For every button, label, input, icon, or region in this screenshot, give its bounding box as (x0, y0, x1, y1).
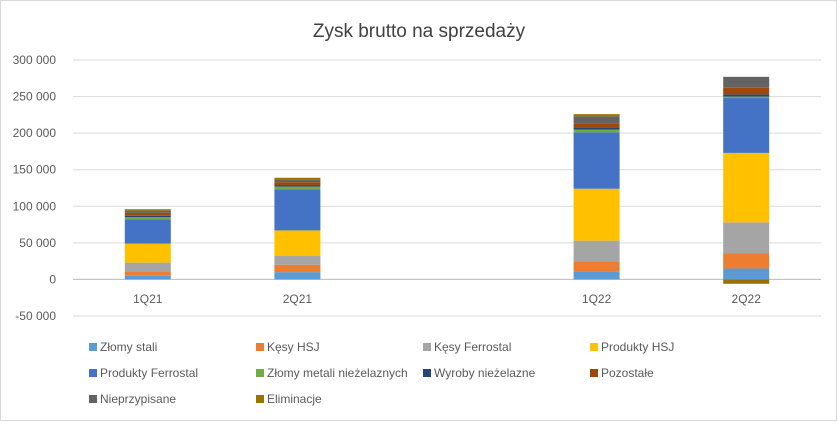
legend-label: Eliminacje (267, 392, 322, 406)
legend-label: Wyroby nieżelazne (434, 366, 536, 380)
bar-segment (573, 271, 620, 280)
legend-label: Kęsy Ferrostal (434, 340, 511, 354)
bar-segment (723, 253, 770, 269)
chart-title: Zysk brutto na sprzedaży (313, 21, 526, 42)
legend-item: Złomy metali nieżelaznych (256, 366, 408, 380)
bar-segment (124, 210, 171, 213)
legend-item: Produkty HSJ (590, 340, 674, 354)
bar-segment (274, 272, 321, 280)
bar-segment (274, 189, 321, 231)
bar-segment (274, 182, 321, 186)
bar-segment (723, 94, 770, 97)
legend-swatch (256, 343, 264, 351)
legend-swatch (256, 395, 264, 403)
legend-label: Złomy stali (100, 340, 157, 354)
bar-segment (124, 212, 171, 216)
legend-label: Produkty HSJ (601, 340, 674, 354)
bar-segment (124, 209, 171, 211)
y-tick-label: 150 000 (13, 163, 57, 177)
bar-segment (573, 127, 620, 130)
y-tick-label: 200 000 (13, 126, 57, 140)
x-tick-label: 1Q22 (582, 292, 612, 306)
legend-swatch (256, 369, 264, 377)
legend: Złomy stali Kęsy HSJ Kęsy Ferrostal Produkt… (89, 340, 674, 406)
y-tick-label: -50 000 (15, 309, 56, 323)
y-tick-label: 300 000 (13, 53, 57, 67)
y-axis: -50 000 0 50 000 100 000 150 000 200 000 250 0… (13, 53, 57, 323)
legend-label: Pozostałe (601, 366, 654, 380)
legend-swatch (590, 369, 598, 377)
x-tick-label: 2Q21 (283, 292, 313, 306)
bar-segment (124, 217, 171, 220)
bar-segment (274, 186, 321, 190)
bar-segment (573, 132, 620, 189)
y-tick-label: 100 000 (13, 199, 57, 213)
bar-segment (124, 243, 171, 263)
bar-segment (124, 271, 171, 276)
bar-segment (723, 222, 770, 254)
bar-segment (274, 264, 321, 273)
legend-swatch (89, 343, 97, 351)
bar-segment (573, 240, 620, 262)
bar-segment (573, 116, 620, 124)
bar-segment (573, 188, 620, 241)
legend-item: Produkty Ferrostal (89, 366, 198, 380)
bar-segment (124, 219, 171, 244)
bar-segment (723, 98, 770, 153)
legend-label: Złomy metali nieżelaznych (267, 366, 408, 380)
legend-item: Pozostałe (590, 366, 654, 380)
legend-item: Eliminacje (256, 392, 322, 406)
bar-segment (723, 152, 770, 223)
bar-segment (274, 179, 321, 183)
bar-segment (124, 275, 171, 280)
legend-item: Kęsy HSJ (256, 340, 320, 354)
legend-item: Kęsy Ferrostal (423, 340, 511, 354)
legend-swatch (423, 343, 431, 351)
legend-swatch (590, 343, 598, 351)
bar-segment (573, 114, 620, 117)
legend-item: Złomy stali (89, 340, 157, 354)
legend-swatch (89, 369, 97, 377)
bars (124, 76, 770, 284)
bar-segment (723, 279, 770, 284)
x-axis: 1Q21 2Q21 1Q22 2Q22 (133, 292, 761, 306)
x-tick-label: 1Q21 (133, 292, 163, 306)
bar-segment (723, 268, 770, 280)
bar-segment (573, 123, 620, 128)
legend-label: Nieprzypisane (100, 392, 176, 406)
legend-swatch (89, 395, 97, 403)
bar-segment (573, 129, 620, 133)
bar-segment (723, 87, 770, 95)
legend-item: Wyroby nieżelazne (423, 366, 536, 380)
bar-segment (274, 230, 321, 257)
bar-segment (274, 177, 321, 180)
legend-item: Nieprzypisane (89, 392, 176, 406)
bar-segment (573, 261, 620, 272)
legend-swatch (423, 369, 431, 377)
bar-segment (274, 256, 321, 265)
bar-segment (274, 185, 321, 187)
bar-segment (723, 96, 770, 99)
x-tick-label: 2Q22 (732, 292, 762, 306)
legend-label: Kęsy HSJ (267, 340, 320, 354)
bar-segment (124, 215, 171, 218)
y-tick-label: 0 (49, 272, 56, 286)
bar-segment (723, 76, 770, 88)
bar-segment (124, 262, 171, 272)
y-tick-label: 250 000 (13, 90, 57, 104)
legend-label: Produkty Ferrostal (100, 366, 198, 380)
y-tick-label: 50 000 (19, 236, 56, 250)
gridlines (73, 59, 821, 317)
